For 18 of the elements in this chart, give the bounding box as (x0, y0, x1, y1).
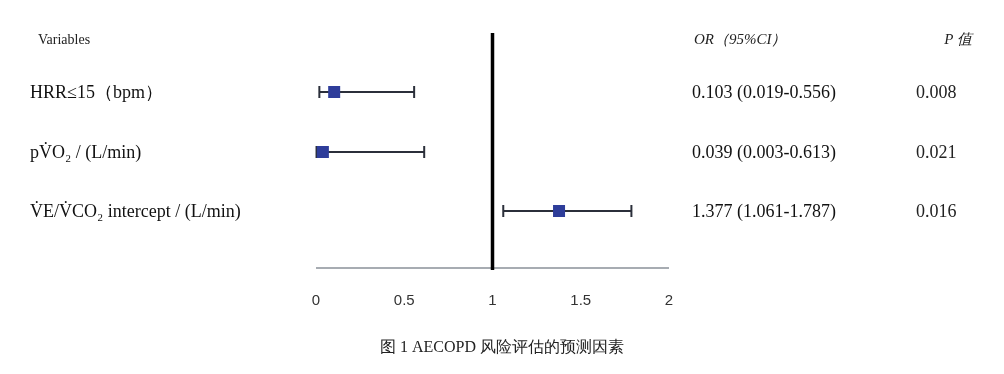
data-label: 0.103 (0.019-0.556) (692, 82, 836, 103)
data-label: 1.377 (1.061-1.787) (692, 201, 836, 222)
x-tick-label: 1 (488, 291, 497, 308)
text: 0.016 (916, 201, 957, 221)
text: Variables (38, 32, 91, 47)
y-tick-label: V̇E/V̇CO₂ intercept / (L/min) (30, 199, 241, 222)
text: OR（95%CI） (694, 31, 787, 47)
y-tick-label: HRR≤15（bpm） (30, 82, 163, 102)
text: P 值 (943, 31, 974, 47)
x-tick-label: 0.5 (393, 291, 415, 308)
data-label: 0.039 (0.003-0.613) (692, 142, 836, 163)
x-tick-label: 2 (664, 291, 674, 308)
y-tick-label: pV̇O₂ / (L/min) (30, 140, 142, 163)
x-tick-label: 0 (311, 291, 321, 308)
text: 0.008 (916, 82, 957, 102)
caption: 图 1 AECOPD 风险评估的预测因素 (379, 338, 625, 355)
text: 0.021 (916, 142, 957, 162)
x-tick-label: 1.5 (570, 291, 592, 308)
